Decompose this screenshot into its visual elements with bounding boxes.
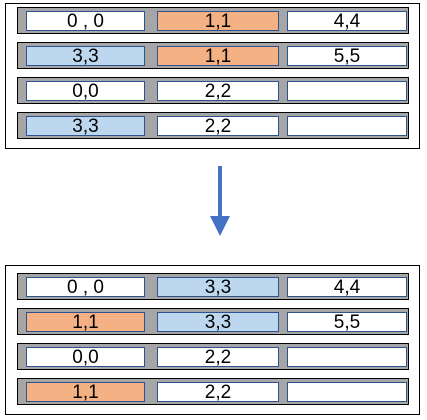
after-cell-2-1: 1,1 xyxy=(26,312,145,332)
after-cell-1-2: 3,3 xyxy=(157,277,279,297)
after-cell-3-2: 2,2 xyxy=(157,347,279,367)
before-cell-1-3: 4,4 xyxy=(287,11,407,31)
after-panel: 0 , 0 3,3 4,4 1,1 3,3 5,5 0,0 2,2 1,1 2,… xyxy=(5,265,420,415)
before-row-4: 3,3 2,2 xyxy=(17,112,409,139)
before-cell-3-3 xyxy=(287,81,407,101)
after-row-4: 1,1 2,2 xyxy=(17,378,409,405)
after-cell-4-2: 2,2 xyxy=(157,382,279,402)
after-cell-4-3 xyxy=(287,382,407,402)
after-row-2: 1,1 3,3 5,5 xyxy=(17,308,409,335)
before-row-2: 3,3 1,1 5,5 xyxy=(17,42,409,69)
before-cell-1-1: 0 , 0 xyxy=(26,11,145,31)
before-panel: 0 , 0 1,1 4,4 3,3 1,1 5,5 0,0 2,2 3,3 2,… xyxy=(5,3,420,149)
before-cell-3-2: 2,2 xyxy=(157,81,279,101)
before-cell-4-3 xyxy=(287,116,407,136)
before-cell-4-2: 2,2 xyxy=(157,116,279,136)
after-cell-1-1: 0 , 0 xyxy=(26,277,145,297)
before-row-1: 0 , 0 1,1 4,4 xyxy=(17,7,409,34)
before-cell-1-2: 1,1 xyxy=(157,11,279,31)
after-cell-1-3: 4,4 xyxy=(287,277,407,297)
before-cell-4-1: 3,3 xyxy=(26,116,145,136)
before-cell-2-2: 1,1 xyxy=(157,46,279,66)
after-cell-3-3 xyxy=(287,347,407,367)
before-cell-3-1: 0,0 xyxy=(26,81,145,101)
after-cell-4-1: 1,1 xyxy=(26,382,145,402)
before-cell-2-3: 5,5 xyxy=(287,46,407,66)
after-cell-2-3: 5,5 xyxy=(287,312,407,332)
down-arrow-icon xyxy=(210,166,230,236)
before-row-3: 0,0 2,2 xyxy=(17,77,409,104)
after-row-1: 0 , 0 3,3 4,4 xyxy=(17,273,409,300)
after-cell-3-1: 0,0 xyxy=(26,347,145,367)
after-cell-2-2: 3,3 xyxy=(157,312,279,332)
before-cell-2-1: 3,3 xyxy=(26,46,145,66)
after-row-3: 0,0 2,2 xyxy=(17,343,409,370)
